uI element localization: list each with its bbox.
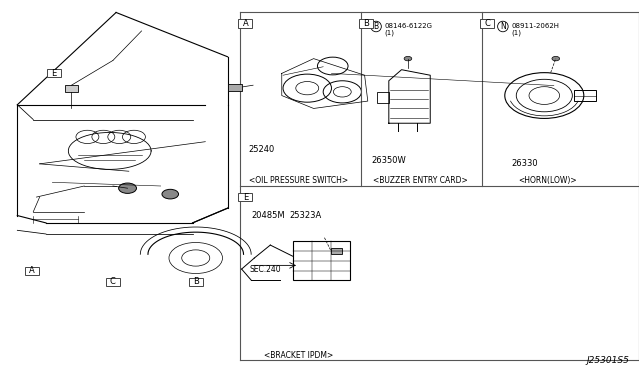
Bar <box>25 267 39 275</box>
Text: 25323A: 25323A <box>289 211 322 220</box>
Circle shape <box>162 189 179 199</box>
Bar <box>65 85 78 92</box>
Bar <box>359 19 373 28</box>
Text: E: E <box>51 69 56 78</box>
Bar <box>573 90 596 102</box>
Bar <box>106 278 120 286</box>
Text: E: E <box>243 193 248 202</box>
Bar <box>378 92 389 103</box>
Bar <box>228 84 242 91</box>
Text: 08911-2062H: 08911-2062H <box>511 23 559 29</box>
Text: 25240: 25240 <box>248 145 275 154</box>
Bar <box>47 69 61 77</box>
Bar <box>239 19 252 28</box>
Text: C: C <box>484 19 490 28</box>
Bar <box>331 248 342 254</box>
Bar <box>292 241 350 280</box>
Circle shape <box>404 57 412 61</box>
Text: (1): (1) <box>511 30 521 36</box>
Text: (1): (1) <box>385 30 394 36</box>
Text: J25301S5: J25301S5 <box>586 356 629 365</box>
Text: <BRACKET IPDM>: <BRACKET IPDM> <box>264 351 333 360</box>
Text: B: B <box>193 278 198 286</box>
Text: C: C <box>110 278 116 286</box>
Text: SEC.240: SEC.240 <box>250 264 282 273</box>
Text: 08146-6122G: 08146-6122G <box>385 23 433 29</box>
Circle shape <box>552 57 559 61</box>
Text: 20485M: 20485M <box>252 211 285 220</box>
Text: A: A <box>29 266 35 275</box>
Text: <BUZZER ENTRY CARD>: <BUZZER ENTRY CARD> <box>373 176 468 185</box>
Text: B: B <box>374 22 379 31</box>
Text: <HORN(LOW)>: <HORN(LOW)> <box>518 176 577 185</box>
Text: A: A <box>243 19 248 28</box>
Text: N: N <box>500 22 506 31</box>
Bar <box>239 193 252 201</box>
Text: 26330: 26330 <box>511 159 538 169</box>
Circle shape <box>118 183 136 193</box>
Text: 26350W: 26350W <box>371 155 406 165</box>
Text: B: B <box>363 19 369 28</box>
Bar <box>480 19 494 28</box>
Bar <box>189 278 203 286</box>
Text: <OIL PRESSURE SWITCH>: <OIL PRESSURE SWITCH> <box>250 176 349 185</box>
